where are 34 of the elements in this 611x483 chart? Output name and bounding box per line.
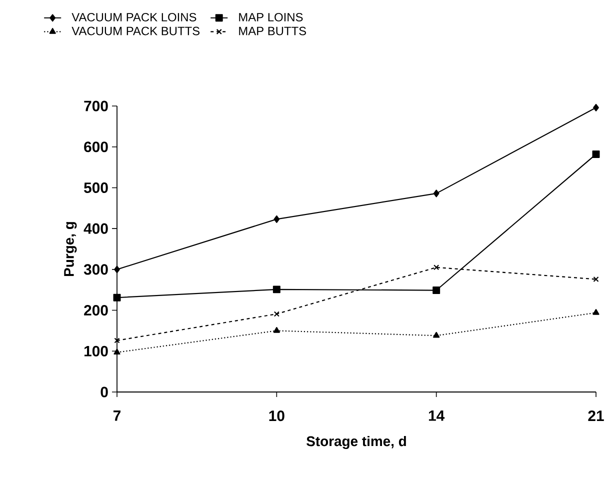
y-tick-label: 700 [84, 100, 108, 112]
point [114, 348, 120, 355]
y-tick-label: 600 [84, 142, 108, 152]
point [434, 264, 440, 270]
point [593, 104, 599, 112]
x-tick-label: 14 [428, 410, 445, 421]
point [114, 338, 120, 344]
x-tick-label: 21 [588, 410, 604, 421]
point [433, 332, 440, 338]
legend-label: MAP BUTTS [239, 26, 306, 36]
point [274, 215, 280, 223]
x-tick-label: 10 [269, 410, 284, 422]
point [273, 326, 280, 333]
point [593, 276, 599, 282]
point [433, 190, 440, 198]
legend-label: MAP LOINS [239, 12, 303, 22]
y-tick-label: 400 [84, 223, 108, 234]
legend-label: VACUUM PACK LOINS [72, 12, 196, 22]
point [592, 309, 600, 315]
y-tick-label: 300 [84, 264, 108, 275]
y-tick-label: 100 [84, 346, 108, 356]
x-tick-label: 7 [113, 410, 120, 421]
point [592, 150, 600, 158]
point [272, 286, 280, 294]
y-axis-title: Purge, g [64, 222, 77, 276]
y-tick-label: 0 [100, 386, 108, 398]
x-axis-title: Storage time, d [306, 436, 406, 449]
point [113, 294, 121, 302]
point [114, 266, 120, 274]
y-tick-label: 500 [84, 182, 108, 193]
point [274, 311, 280, 317]
y-tick-label: 200 [84, 304, 108, 316]
point [432, 286, 440, 294]
legend-label: VACUUM PACK BUTTS [72, 26, 200, 36]
